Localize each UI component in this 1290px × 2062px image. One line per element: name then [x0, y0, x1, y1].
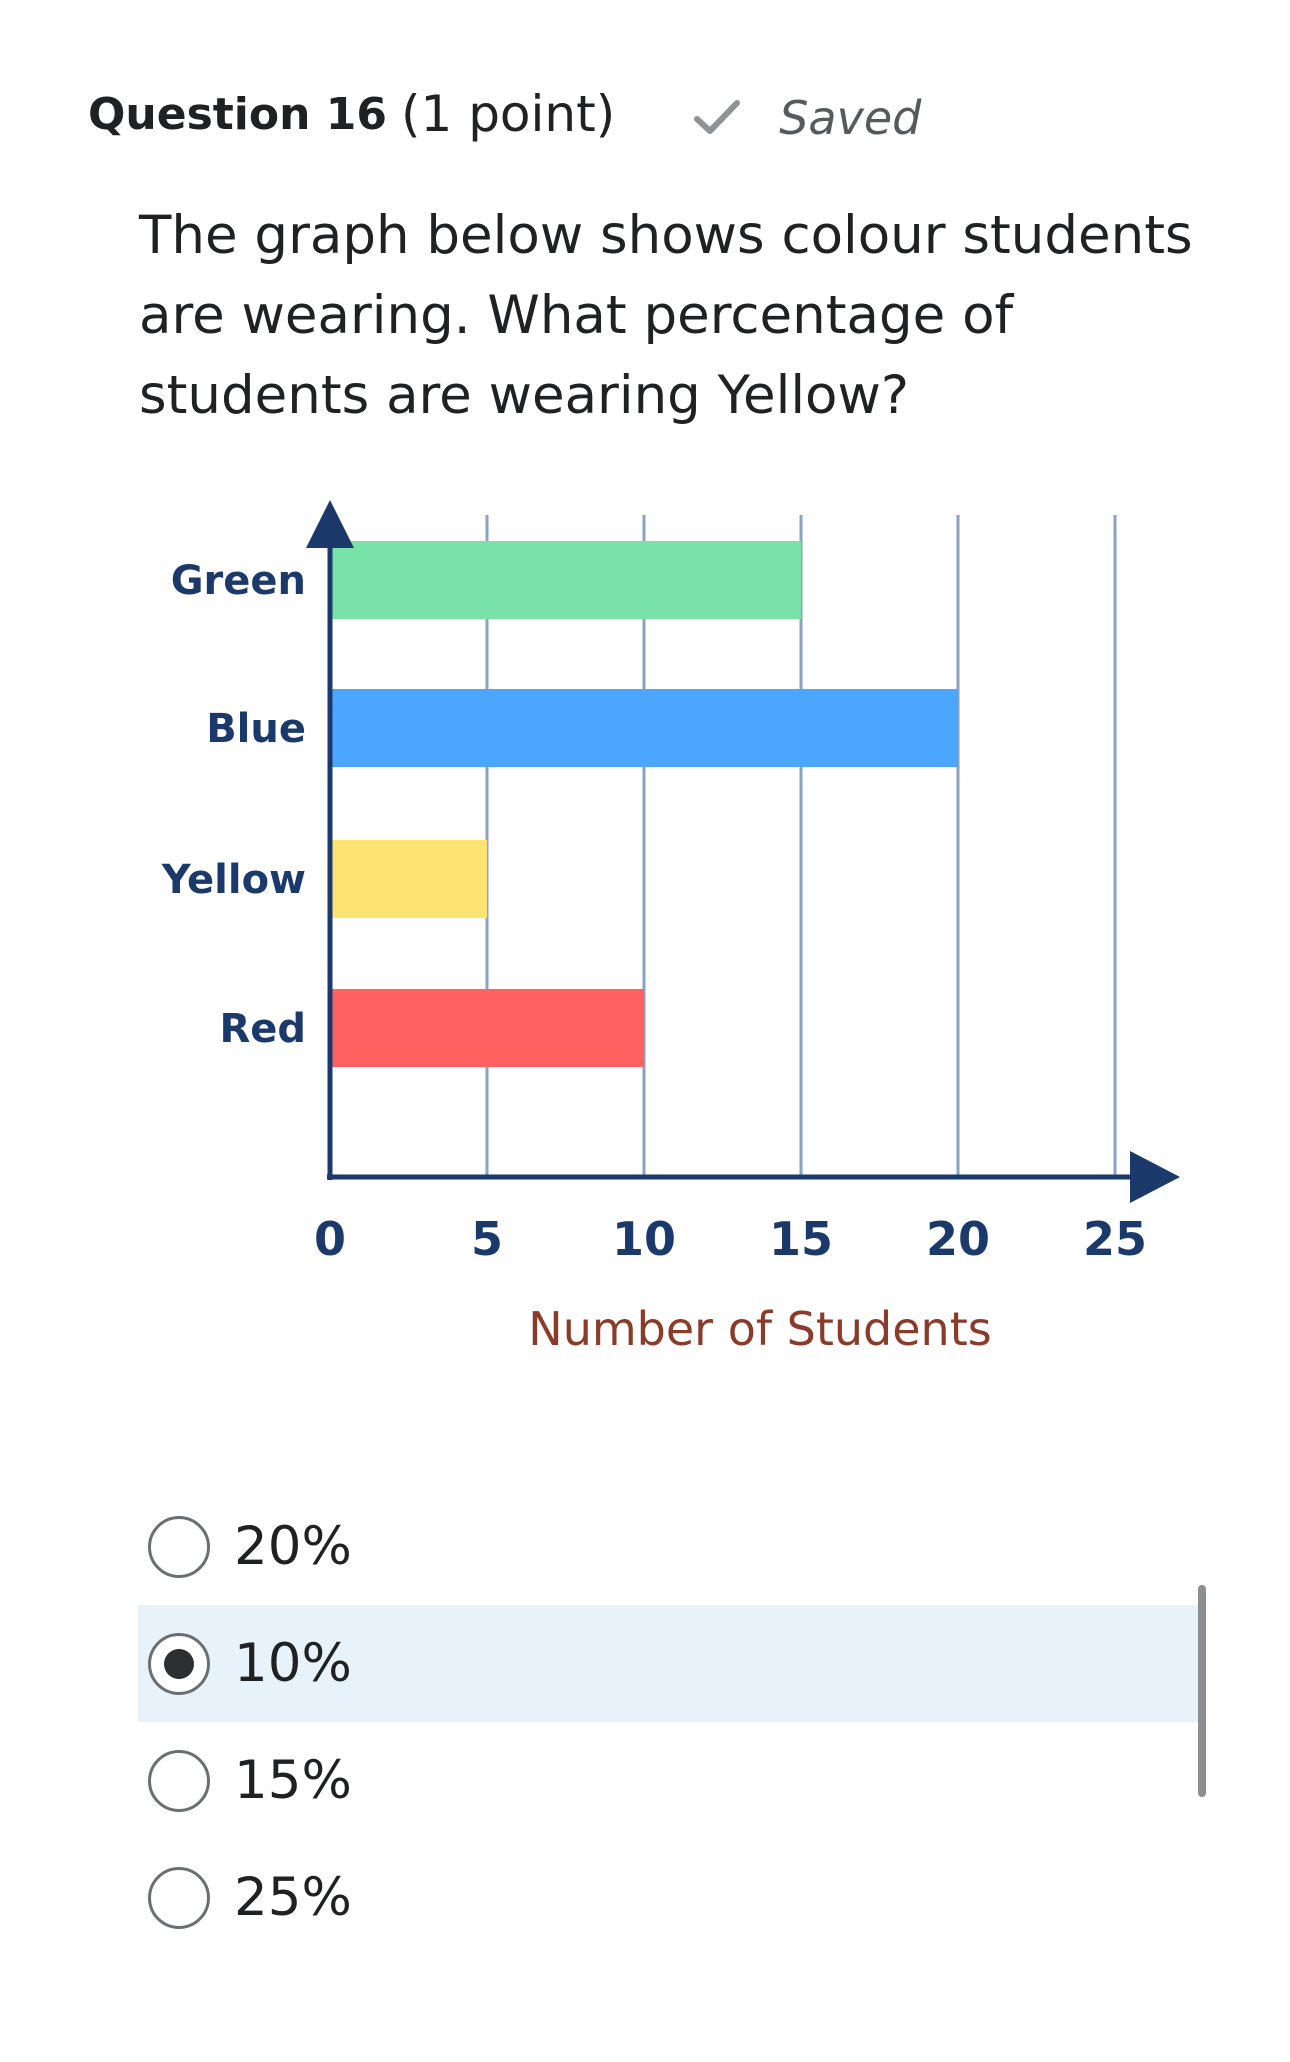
saved-text: Saved [779, 91, 922, 145]
x-axis-arrow [1130, 1151, 1180, 1203]
answer-options: 20% 10% 15% 25% [138, 1488, 1198, 1956]
category-label: Red [219, 1006, 306, 1052]
answer-option-label: 10% [234, 1633, 352, 1694]
answer-option-label: 25% [234, 1867, 352, 1928]
y-axis-arrow [306, 500, 354, 548]
answer-option-label: 15% [234, 1750, 352, 1811]
saved-status: Saved [693, 91, 921, 145]
x-tick-label: 25 [1083, 1212, 1147, 1266]
answer-option[interactable]: 20% [138, 1488, 1198, 1605]
question-header: Question 16 (1 point) Saved [88, 84, 921, 145]
bar-chart: Green Blue Yellow Red 0 5 10 15 20 25 Number of St… [130, 500, 1190, 1360]
question-prompt: The graph below shows colour students ar… [139, 205, 1193, 426]
radio-button[interactable] [148, 1866, 210, 1929]
radio-button[interactable] [148, 1515, 210, 1578]
x-tick-label: 20 [926, 1212, 990, 1266]
scrollbar[interactable] [1198, 1585, 1206, 1797]
answer-option[interactable]: 15% [138, 1722, 1198, 1839]
radio-dot [164, 1648, 194, 1679]
bar-green [330, 541, 801, 619]
x-tick-label: 15 [769, 1212, 833, 1266]
x-tick-label: 10 [612, 1212, 676, 1266]
question-points: (1 point) [400, 85, 616, 143]
bar-yellow [330, 840, 487, 918]
x-axis-title: Number of Students [528, 1302, 991, 1356]
answer-option[interactable]: 25% [138, 1839, 1198, 1956]
x-tick-label: 5 [471, 1212, 503, 1266]
chart-svg: Green Blue Yellow Red 0 5 10 15 20 25 Number of St… [161, 500, 1180, 1356]
bar-red [330, 989, 644, 1067]
radio-button[interactable] [148, 1749, 210, 1812]
answer-option-label: 20% [234, 1516, 352, 1577]
category-label: Green [171, 558, 306, 604]
category-label: Blue [206, 706, 306, 752]
x-tick-label: 0 [314, 1212, 346, 1266]
bar-blue [330, 689, 958, 767]
category-label: Yellow [161, 857, 306, 903]
answer-option[interactable]: 10% [138, 1605, 1198, 1722]
radio-button[interactable] [148, 1632, 210, 1695]
check-icon [693, 98, 741, 138]
question-number: Question 16 [88, 88, 387, 140]
